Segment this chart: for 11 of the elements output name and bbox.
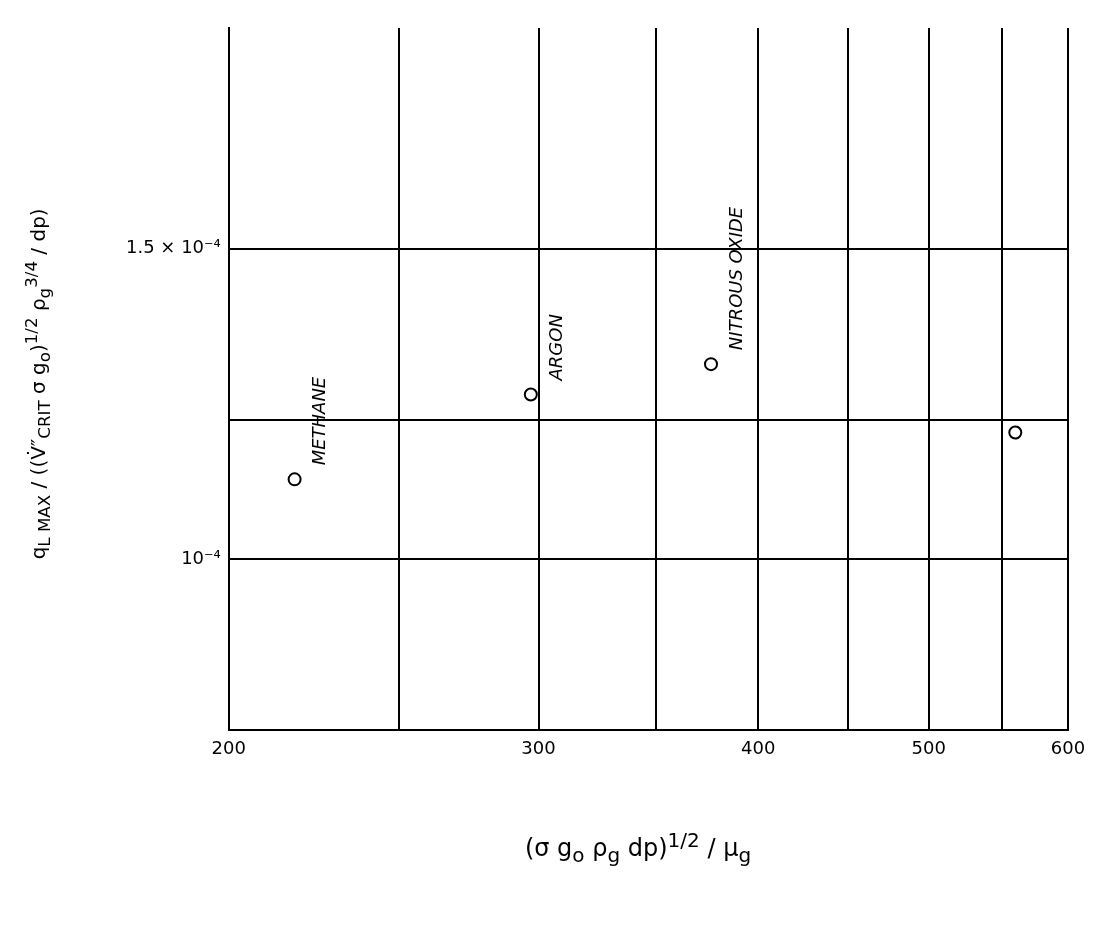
y-tick-label: 10⁻⁴ <box>181 547 221 569</box>
x-tick-label: 400 <box>741 736 776 758</box>
annotation: ARGON <box>544 314 566 382</box>
x-tick-label: 600 <box>1050 736 1086 758</box>
annotation: METHANE <box>308 376 330 466</box>
x-tick-label: 300 <box>521 736 556 758</box>
x-axis-title: (σ g$_{o}$ ρ$_{g}$ dp)$^{1/2}$ / μ$_{g}$ <box>523 828 753 867</box>
x-tick-label: 200 <box>211 736 246 758</box>
y-tick-label: 1.5 × 10⁻⁴ <box>125 236 221 258</box>
annotation: NITROUS OXIDE <box>724 206 746 351</box>
x-tick-label: 500 <box>911 736 946 758</box>
